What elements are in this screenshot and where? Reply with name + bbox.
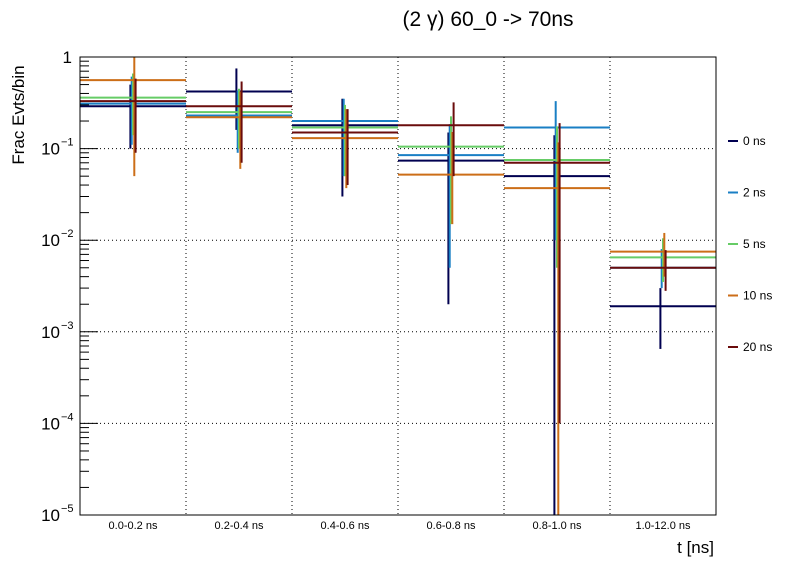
y-tick-label: 10	[41, 323, 60, 342]
legend: 0 ns 2 ns 5 ns 10 ns 20 ns	[728, 134, 772, 354]
x-tick-label: 0.8-1.0 ns	[533, 520, 582, 532]
y-tick-label: 10	[41, 231, 60, 250]
x-tick-label: 0.6-0.8 ns	[427, 520, 476, 532]
y-tick-exponent: −4	[61, 411, 74, 423]
x-axis-label: t [ns]	[677, 538, 714, 557]
y-tick-label: 1	[63, 48, 72, 67]
plot-frame	[79, 56, 717, 516]
x-tick-label: 1.0-12.0 ns	[635, 520, 691, 532]
y-tick-exponent: −1	[61, 137, 74, 149]
legend-label: 10 ns	[743, 289, 772, 303]
y-tick-label: 10	[41, 506, 60, 525]
x-tick-label: 0.4-0.6 ns	[321, 520, 370, 532]
y-tick-exponent: −2	[61, 228, 74, 240]
legend-label: 0 ns	[743, 134, 766, 148]
y-axis-label: Frac Evts/bin	[9, 65, 28, 164]
y-tick-label: 10	[41, 414, 60, 433]
chart-title: (2 γ) 60_0 -> 70ns	[402, 8, 573, 31]
series-5-ns	[80, 73, 716, 282]
legend-label: 5 ns	[743, 237, 766, 251]
y-tick-exponent: −5	[61, 503, 74, 515]
y-tick-label: 10	[41, 140, 60, 159]
series-10-ns	[80, 57, 716, 515]
series-20-ns	[80, 78, 716, 424]
legend-label: 20 ns	[743, 340, 772, 354]
y-tick-exponent: −3	[61, 320, 74, 332]
legend-label: 2 ns	[743, 186, 766, 200]
series-layer	[80, 57, 716, 515]
x-tick-label: 0.0-0.2 ns	[109, 520, 158, 532]
axes: 10−510−410−310−210 −110.0-0.2 ns 0.2-0.4 n…	[41, 48, 691, 532]
x-tick-label: 0.2-0.4 ns	[215, 520, 264, 532]
